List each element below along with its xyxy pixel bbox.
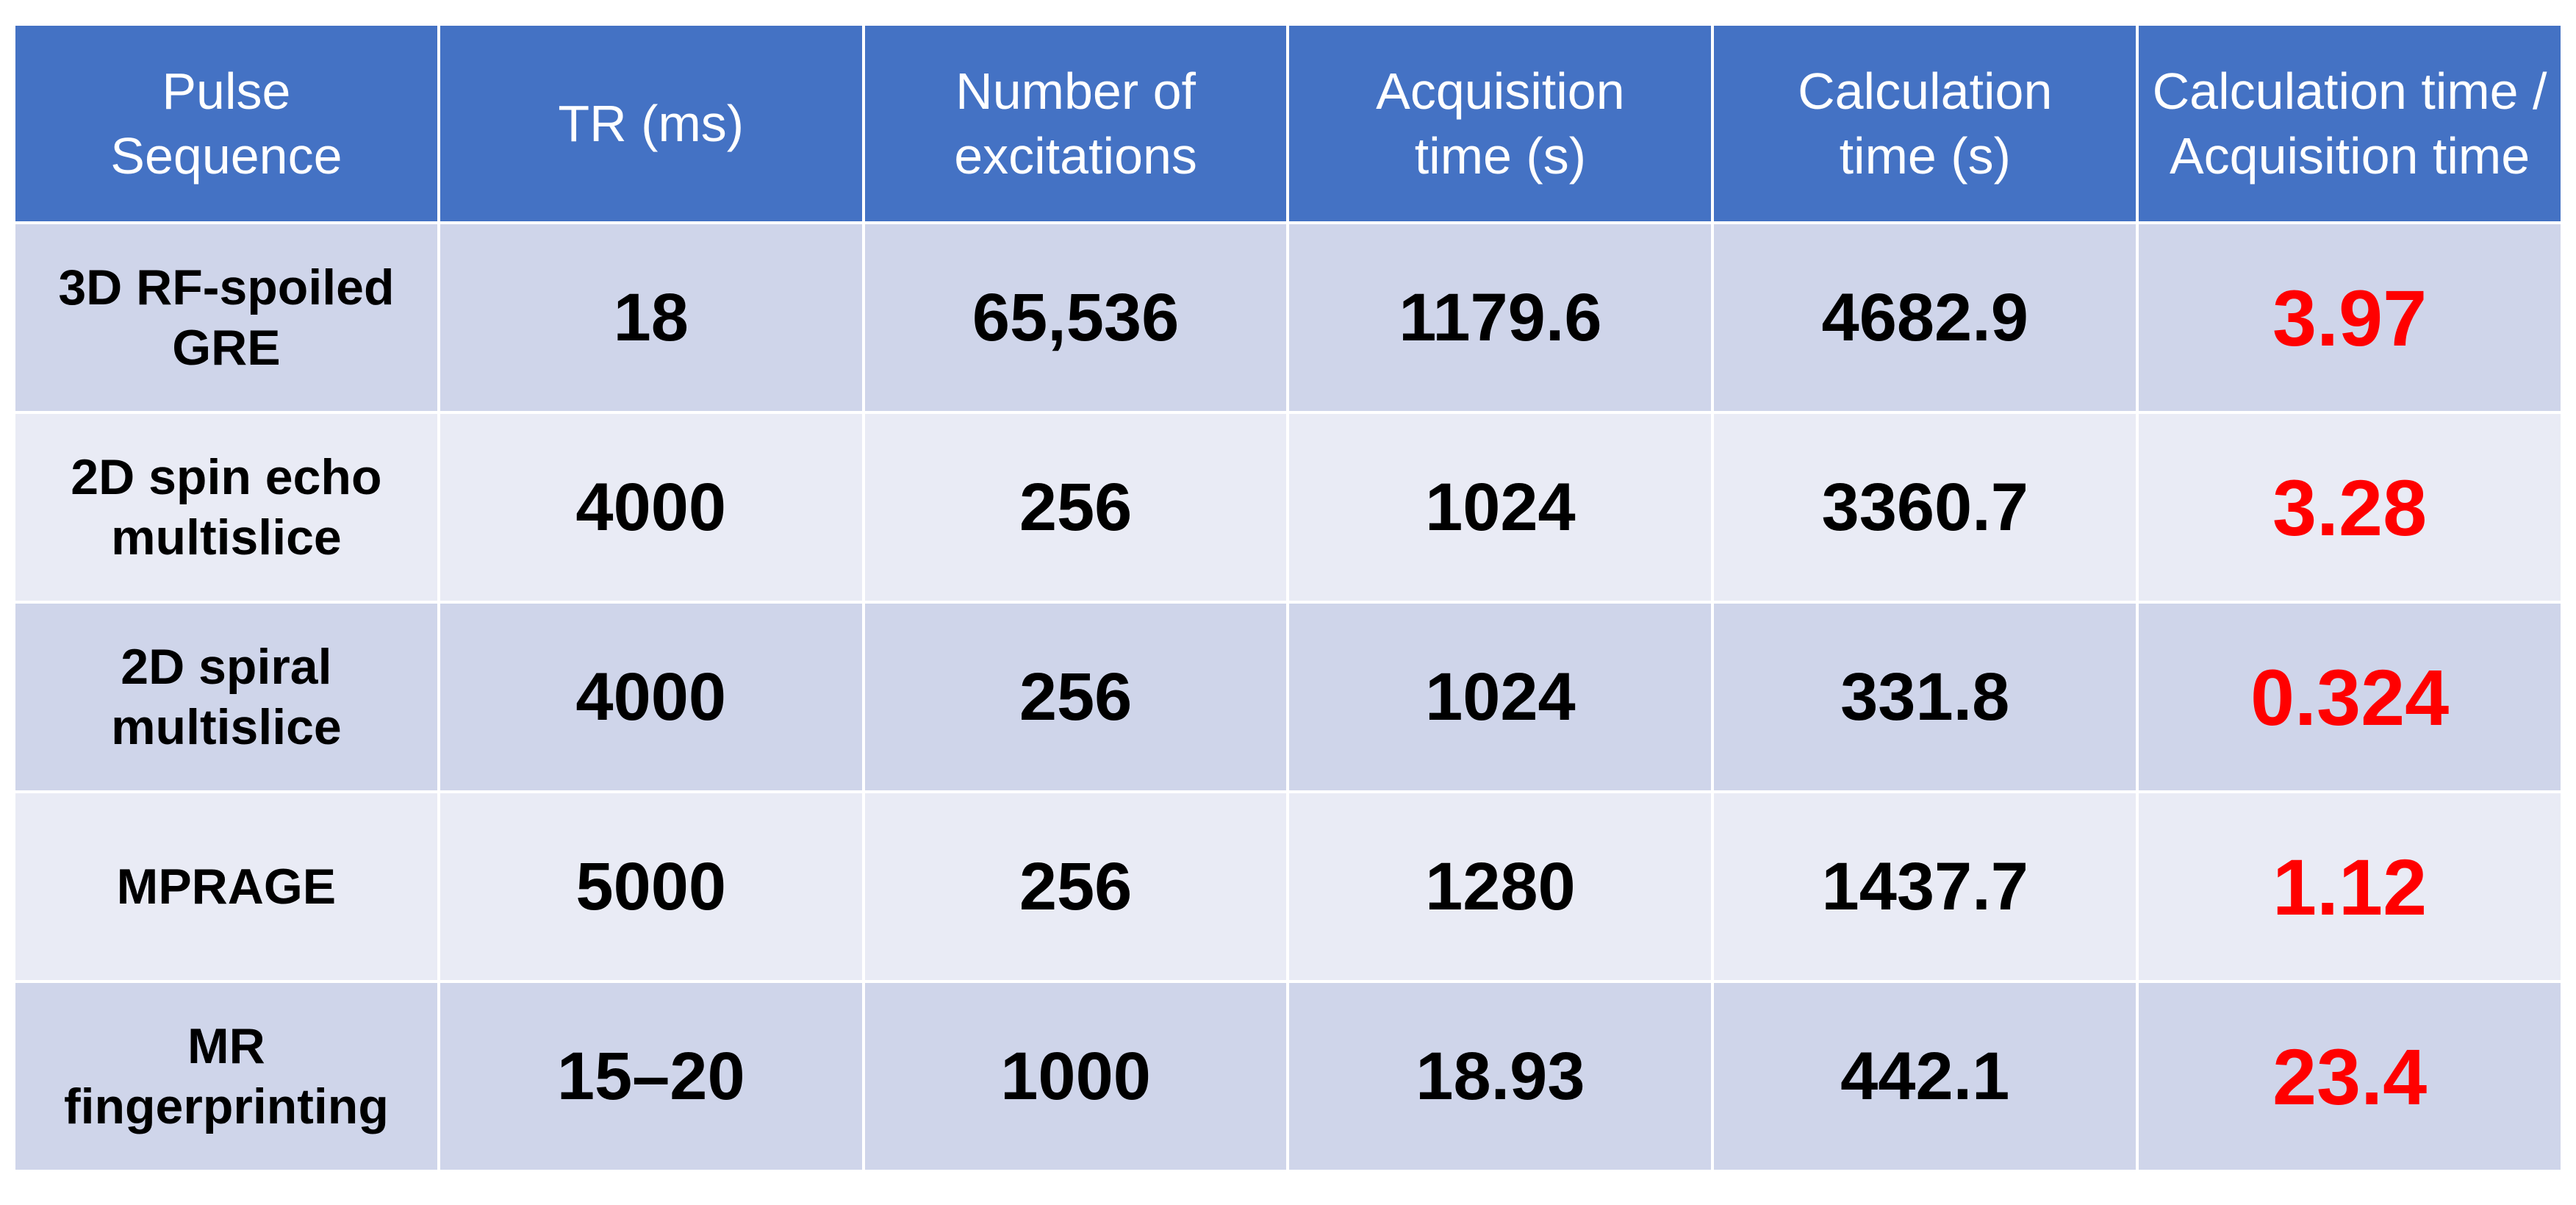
calculation-time-cell: 442.1 xyxy=(1711,980,2139,1173)
sequence-name: MPRAGE xyxy=(116,859,337,915)
calculation-time-cell: 331.8 xyxy=(1711,601,2139,793)
table-row: 2D spin echo multislice 4000 256 1024 336… xyxy=(12,411,2564,604)
table-row: MR fingerprinting 15–20 1000 18.93 442.1 … xyxy=(12,980,2564,1173)
sequence-cell: MPRAGE xyxy=(12,790,440,983)
sequence-name: 3D RF-spoiled GRE xyxy=(58,260,395,376)
column-header-ratio: Calculation time / Acquisition time xyxy=(2136,23,2564,224)
column-header-acquisition-time: Acquisition time (s) xyxy=(1286,23,1715,224)
column-header-excitations: Number of excitations xyxy=(861,23,1290,224)
column-header-pulse-sequence: Pulse Sequence xyxy=(12,23,440,224)
table-body: 3D RF-spoiled GRE 18 65,536 1179.6 4682.9… xyxy=(12,221,2564,1173)
ratio-cell: 0.324 xyxy=(2136,601,2564,793)
column-header-label: Number of excitations xyxy=(954,62,1197,185)
acquisition-time-cell: 18.93 xyxy=(1286,980,1715,1173)
column-header-label: Calculation time (s) xyxy=(1798,62,2053,185)
excitations-cell: 1000 xyxy=(861,980,1290,1173)
column-header-label: Pulse Sequence xyxy=(110,62,342,185)
sequence-name: 2D spin echo multislice xyxy=(71,449,382,565)
sequence-name: 2D spiral multislice xyxy=(111,639,342,755)
pulse-sequence-table: Pulse Sequence TR (ms) Number of excitatio… xyxy=(12,23,2564,1173)
column-header-label: TR (ms) xyxy=(558,95,745,152)
calculation-time-cell: 4682.9 xyxy=(1711,221,2139,414)
sequence-name: MR fingerprinting xyxy=(63,1018,389,1134)
column-header-calculation-time: Calculation time (s) xyxy=(1711,23,2139,224)
table-row: 3D RF-spoiled GRE 18 65,536 1179.6 4682.9… xyxy=(12,221,2564,414)
table-row: MPRAGE 5000 256 1280 1437.7 1.12 xyxy=(12,790,2564,983)
sequence-cell: 2D spiral multislice xyxy=(12,601,440,793)
tr-cell: 4000 xyxy=(437,601,865,793)
tr-cell: 4000 xyxy=(437,411,865,604)
sequence-cell: 2D spin echo multislice xyxy=(12,411,440,604)
acquisition-time-cell: 1280 xyxy=(1286,790,1715,983)
column-header-label: Acquisition time (s) xyxy=(1376,62,1625,185)
tr-cell: 18 xyxy=(437,221,865,414)
comparison-table-container: Pulse Sequence TR (ms) Number of excitatio… xyxy=(12,23,2564,1173)
acquisition-time-cell: 1024 xyxy=(1286,601,1715,793)
sequence-cell: MR fingerprinting xyxy=(12,980,440,1173)
acquisition-time-cell: 1024 xyxy=(1286,411,1715,604)
sequence-cell: 3D RF-spoiled GRE xyxy=(12,221,440,414)
excitations-cell: 256 xyxy=(861,601,1290,793)
calculation-time-cell: 1437.7 xyxy=(1711,790,2139,983)
ratio-cell: 3.28 xyxy=(2136,411,2564,604)
ratio-cell: 1.12 xyxy=(2136,790,2564,983)
ratio-cell: 3.97 xyxy=(2136,221,2564,414)
column-header-tr: TR (ms) xyxy=(437,23,865,224)
excitations-cell: 256 xyxy=(861,411,1290,604)
excitations-cell: 256 xyxy=(861,790,1290,983)
column-header-label: Calculation time / Acquisition time xyxy=(2152,62,2547,185)
ratio-cell: 23.4 xyxy=(2136,980,2564,1173)
tr-cell: 15–20 xyxy=(437,980,865,1173)
table-header: Pulse Sequence TR (ms) Number of excitatio… xyxy=(12,23,2564,224)
table-row: 2D spiral multislice 4000 256 1024 331.8 … xyxy=(12,601,2564,793)
tr-cell: 5000 xyxy=(437,790,865,983)
header-row: Pulse Sequence TR (ms) Number of excitatio… xyxy=(12,23,2564,224)
calculation-time-cell: 3360.7 xyxy=(1711,411,2139,604)
acquisition-time-cell: 1179.6 xyxy=(1286,221,1715,414)
excitations-cell: 65,536 xyxy=(861,221,1290,414)
